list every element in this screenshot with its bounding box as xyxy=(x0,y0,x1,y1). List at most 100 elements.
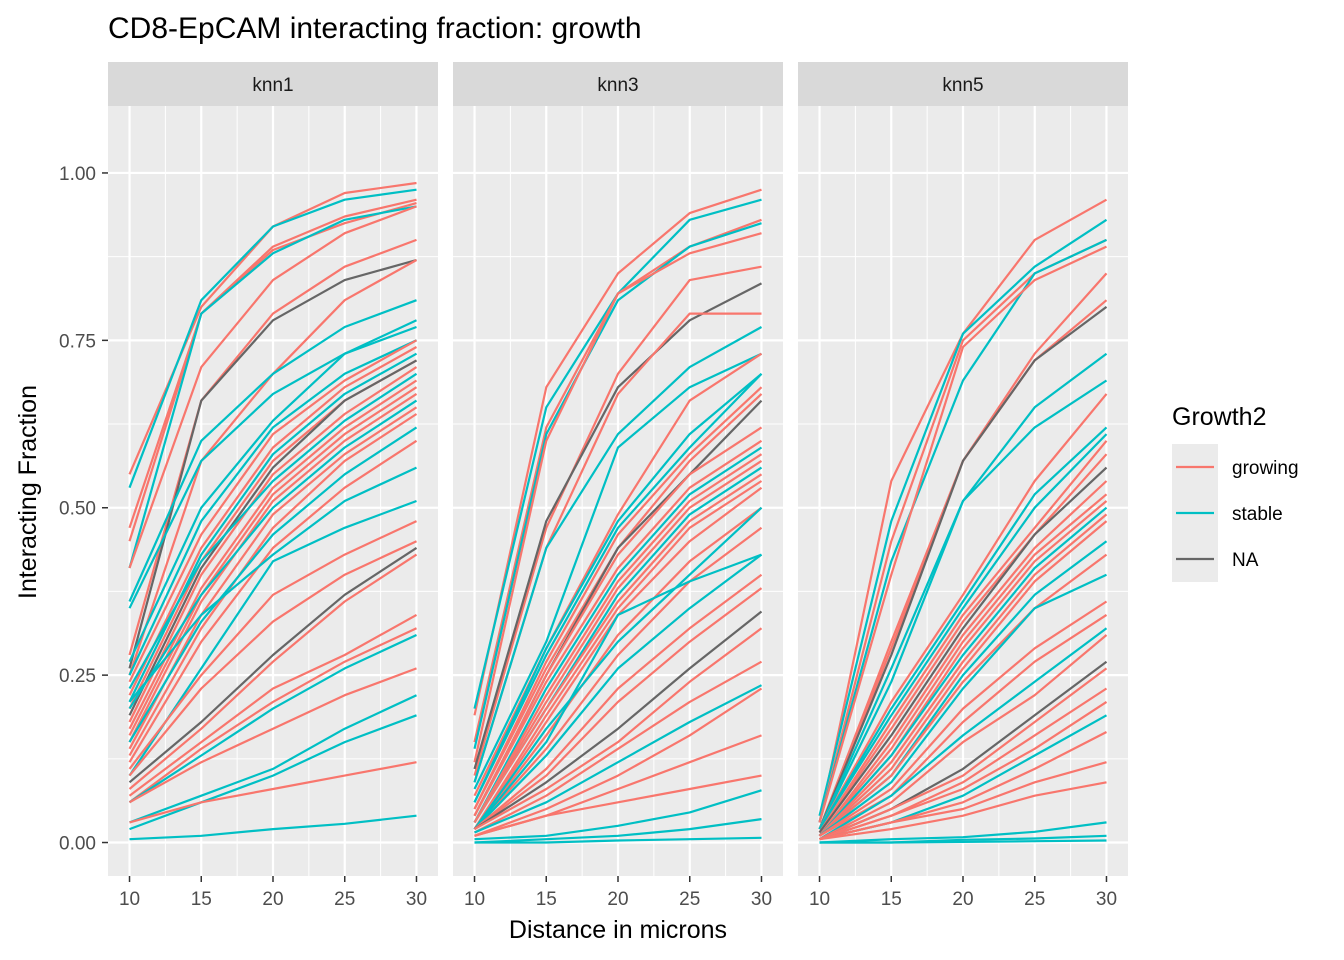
series-line-stable xyxy=(818,379,1108,830)
series-line-stable xyxy=(818,573,1107,837)
series-line-stable xyxy=(128,372,418,690)
series-line-growing xyxy=(128,379,418,730)
series-line-stable xyxy=(128,399,418,710)
series-line-stable xyxy=(819,821,1107,844)
series-line-growing xyxy=(819,667,1108,841)
x-tick-label: 30 xyxy=(406,889,427,910)
x-tick-label: 20 xyxy=(952,889,973,910)
series-line-NA xyxy=(128,359,418,716)
series-line-stable xyxy=(473,553,763,830)
series-line-stable xyxy=(128,319,417,609)
legend-item-stable: stable xyxy=(1172,490,1283,536)
legend: Growth2 growing stable NA xyxy=(1172,403,1299,582)
series-line-growing xyxy=(473,188,762,716)
series-line-stable xyxy=(129,694,417,824)
x-tick-label: 25 xyxy=(334,889,355,910)
series-line-growing xyxy=(818,493,1108,837)
facet-panel-knn5: knn5 10 15 20 25 30 xyxy=(798,62,1128,910)
series-line-growing xyxy=(473,439,763,817)
facet-strip-label: knn1 xyxy=(252,75,293,96)
x-tick-label: 25 xyxy=(679,889,700,910)
series-line-stable xyxy=(128,325,417,663)
series-line-NA xyxy=(473,610,763,831)
series-line-stable xyxy=(128,499,417,777)
series-line-stable xyxy=(474,818,762,844)
x-tick-label: 20 xyxy=(607,889,628,910)
facet-strip xyxy=(453,62,783,106)
facet-strip-label: knn3 xyxy=(597,75,638,96)
series-line-growing xyxy=(128,520,417,770)
series-line-stable xyxy=(128,188,417,489)
series-line-NA xyxy=(818,306,1108,830)
series-line-stable xyxy=(128,634,417,804)
series-line-stable xyxy=(473,506,763,830)
series-line-NA xyxy=(128,258,417,669)
series-line-stable xyxy=(128,205,417,569)
series-line-growing xyxy=(818,440,1108,834)
series-line-NA xyxy=(818,466,1108,834)
series-line-growing xyxy=(128,198,417,529)
series-line-growing xyxy=(128,346,418,696)
series-line-growing xyxy=(128,667,417,804)
series-line-stable xyxy=(128,426,418,743)
y-tick-label: 1.00 xyxy=(59,164,96,185)
series-line-growing xyxy=(128,406,418,750)
series-line-NA xyxy=(128,546,418,784)
x-tick-label: 10 xyxy=(464,889,485,910)
series-line-stable xyxy=(129,814,417,841)
series-line-stable xyxy=(473,553,762,830)
series-line-growing xyxy=(128,238,417,656)
series-line-stable xyxy=(473,222,762,750)
series-line-growing xyxy=(128,205,417,569)
series-line-stable xyxy=(818,433,1108,830)
legend-label: stable xyxy=(1232,504,1283,525)
series-line-stable xyxy=(818,218,1108,816)
series-line-stable xyxy=(473,446,763,823)
facet-panel-knn3: knn3 10 15 20 25 30 xyxy=(453,62,783,910)
series-line-stable xyxy=(473,326,763,783)
series-line-stable xyxy=(819,839,1107,844)
facet-strip-label: knn5 xyxy=(942,75,983,96)
legend-items: growing stable NA xyxy=(1172,444,1299,582)
series-line-stable xyxy=(128,299,417,602)
series-line-growing xyxy=(473,573,763,830)
x-tick-label: 15 xyxy=(191,889,212,910)
y-tick-label: 0.50 xyxy=(59,499,96,520)
series-line-growing xyxy=(473,453,763,823)
series-line-growing xyxy=(818,453,1108,834)
x-tick-label: 15 xyxy=(881,889,902,910)
series-line-growing xyxy=(473,660,763,834)
series-line-growing xyxy=(128,339,418,683)
series-line-growing xyxy=(473,506,763,830)
series-line-growing xyxy=(818,600,1108,837)
x-tick-label: 25 xyxy=(1024,889,1045,910)
x-tick-label: 20 xyxy=(262,889,283,910)
series-line-growing xyxy=(818,245,1107,823)
series-line-growing xyxy=(818,480,1108,837)
series-line-growing xyxy=(473,587,763,830)
x-axis-title: Distance in microns xyxy=(509,916,727,944)
series-line-growing xyxy=(128,202,417,542)
series-line-stable xyxy=(128,339,417,676)
series-line-growing xyxy=(128,439,418,763)
series-line-stable xyxy=(473,373,763,803)
series-line-growing xyxy=(129,761,417,824)
series-line-growing xyxy=(128,553,418,790)
series-line-NA xyxy=(473,282,763,770)
series-line-growing xyxy=(128,540,417,777)
series-line-growing xyxy=(128,613,418,797)
legend-item-growing: growing xyxy=(1172,444,1299,490)
series-line-growing xyxy=(128,627,417,804)
legend-item-NA: NA xyxy=(1172,536,1259,582)
series-line-growing xyxy=(818,520,1108,837)
series-line-growing xyxy=(473,480,763,830)
chart-title: CD8-EpCAM interacting fraction: growth xyxy=(108,12,642,45)
series-line-growing xyxy=(473,459,763,823)
series-line-growing xyxy=(128,366,418,723)
x-tick-label: 10 xyxy=(119,889,140,910)
series-line-stable xyxy=(128,466,417,703)
series-line-growing xyxy=(818,393,1108,830)
x-tick-label: 30 xyxy=(751,889,772,910)
y-tick-label: 0.75 xyxy=(59,331,96,352)
series-line-growing xyxy=(819,781,1107,841)
